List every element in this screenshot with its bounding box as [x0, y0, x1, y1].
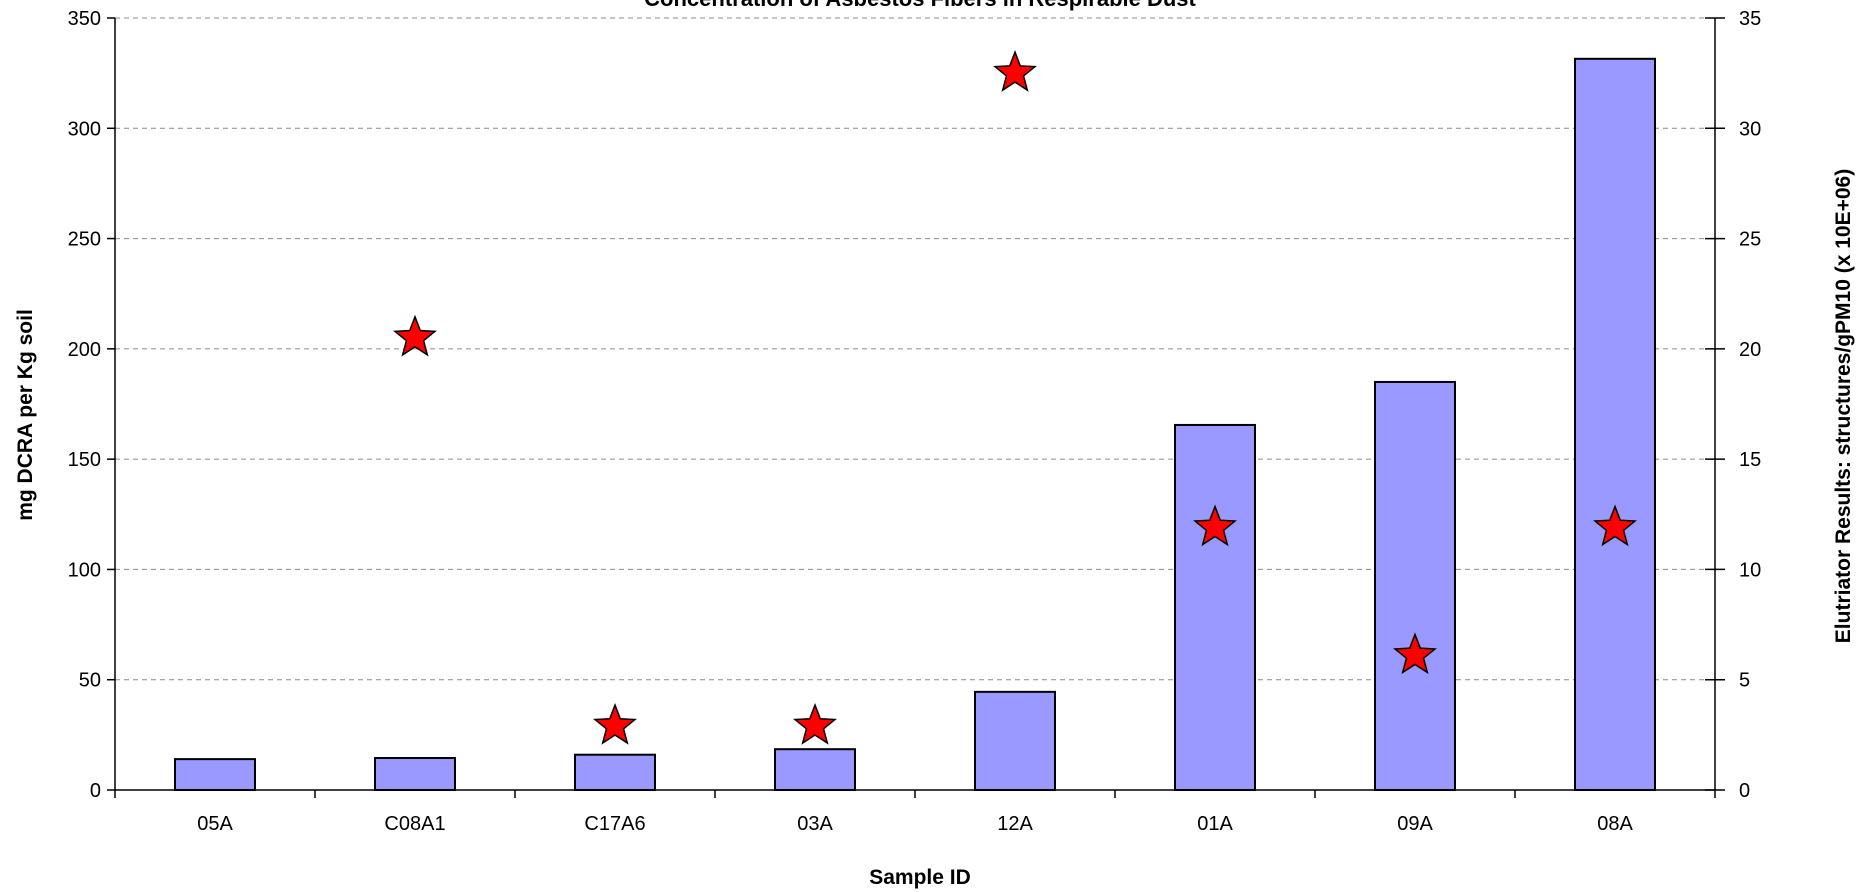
star-marker	[793, 702, 837, 745]
y-tick-label: 300	[68, 118, 101, 140]
y-tick-label: 150	[68, 449, 101, 471]
star-marker	[993, 50, 1037, 92]
bar	[174, 758, 256, 791]
chart-title: Concentration of Asbestos Fibers in Resp…	[644, 0, 1196, 11]
star-marker	[1193, 504, 1237, 547]
star-series	[393, 50, 1637, 745]
gridlines	[115, 17, 1715, 681]
y-tick-label: 50	[79, 670, 101, 692]
bar	[1174, 423, 1256, 791]
star-marker	[593, 702, 637, 745]
tick-labels: 0 50 100 150 200 250 300 350 0 5 10 15 20 25 30 35 05A C0…	[68, 8, 1762, 835]
x-tick-label: 01A	[1197, 813, 1233, 835]
y2-axis-title: Elutriator Results: structures/gPM10 (x …	[1832, 169, 1855, 643]
bar	[374, 757, 456, 792]
bar	[1374, 380, 1456, 791]
x-tick-label: 12A	[997, 813, 1033, 835]
y2-tick-label: 0	[1739, 780, 1750, 802]
y-axis-title: mg DCRA per Kg soil	[14, 309, 37, 521]
star-marker	[393, 314, 437, 357]
x-tick-label: 09A	[1397, 813, 1433, 835]
y2-tick-label: 25	[1739, 229, 1761, 251]
x-tick-label: 03A	[797, 813, 833, 835]
bar	[774, 748, 856, 791]
y2-tick-label: 10	[1739, 559, 1761, 581]
x-tick-label: C17A6	[584, 813, 645, 835]
bar	[1574, 57, 1656, 791]
x-tick-label: C08A1	[384, 813, 445, 835]
y2-tick-label: 15	[1739, 449, 1761, 471]
bar	[974, 690, 1056, 791]
y2-tick-label: 20	[1739, 339, 1761, 361]
y-tick-label: 200	[68, 339, 101, 361]
y-tick-label: 100	[68, 559, 101, 581]
bar-series	[174, 57, 1656, 792]
y2-tick-label: 35	[1739, 8, 1761, 30]
y-tick-label: 0	[90, 780, 101, 802]
star-marker	[1393, 632, 1437, 675]
y-tick-label: 250	[68, 229, 101, 251]
y-tick-label: 350	[68, 8, 101, 30]
x-tick-label: 05A	[197, 813, 233, 835]
x-axis-title: Sample ID	[869, 866, 971, 889]
y2-tick-label: 5	[1739, 670, 1750, 692]
star-marker	[1593, 504, 1637, 547]
axes	[107, 17, 1725, 798]
y2-tick-label: 30	[1739, 118, 1761, 140]
x-tick-label: 08A	[1597, 813, 1633, 835]
bar	[574, 753, 656, 791]
